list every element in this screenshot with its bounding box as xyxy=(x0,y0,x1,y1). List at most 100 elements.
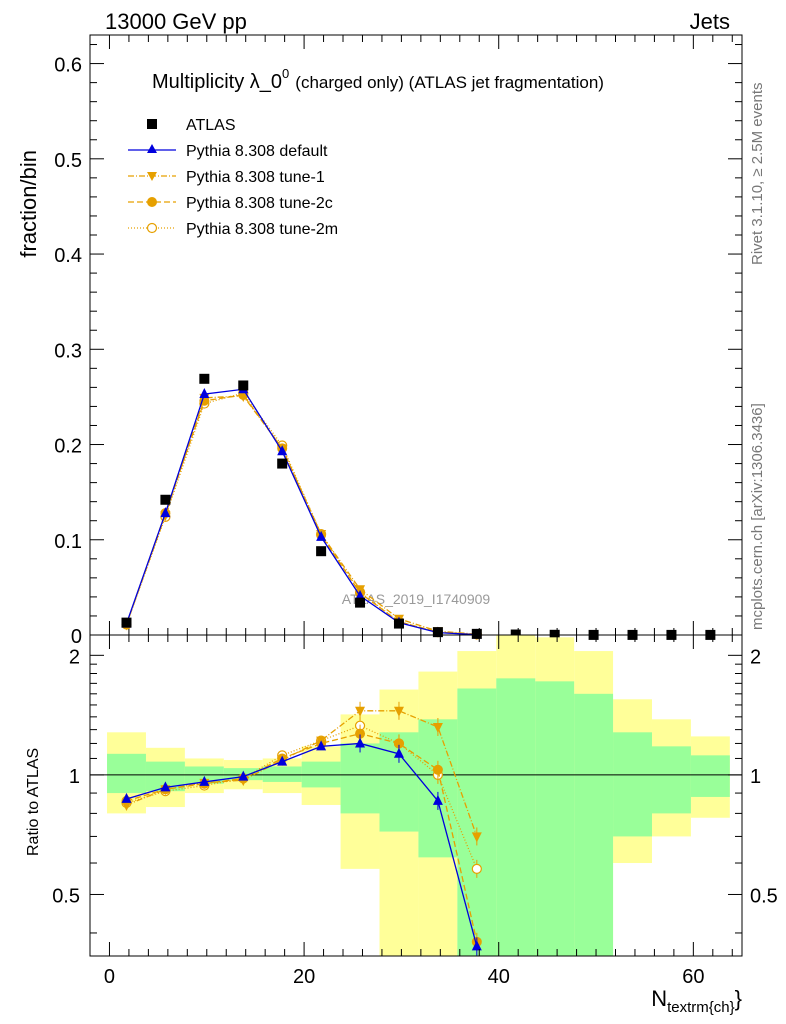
x-tick-label: 20 xyxy=(293,966,315,988)
ratio-point-tune-1 xyxy=(432,722,443,733)
ratio-line-tune-2c xyxy=(126,732,478,942)
ratio-point-tune-1 xyxy=(393,706,404,717)
ratio-y-tick-label: 1 xyxy=(69,766,80,788)
ratio-band-inner xyxy=(613,732,652,837)
ratio-series xyxy=(121,701,482,956)
header-left: 13000 GeV pp xyxy=(105,9,247,34)
legend-label-tune-2c: Pythia 8.308 tune-2c xyxy=(186,195,333,212)
ratio-point-tune-1 xyxy=(471,832,482,843)
main-point-default xyxy=(199,388,210,399)
legend-label-tune-1: Pythia 8.308 tune-1 xyxy=(186,169,325,186)
x-axis-label: Ntextrm{ch}} xyxy=(651,986,742,1016)
ratio-band-inner xyxy=(457,688,497,956)
x-tick-label: 60 xyxy=(682,966,704,988)
ratio-point-tune-1 xyxy=(355,706,366,717)
chart-title-superscript: 0 xyxy=(282,66,289,81)
ratio-point-tune-2m xyxy=(471,863,482,874)
x-axis-label-main: N xyxy=(651,986,667,1011)
ratio-band-inner xyxy=(651,746,691,814)
ratio-line-tune-2m xyxy=(126,724,478,870)
ratio-point-default xyxy=(199,775,210,786)
main-line-tune-1 xyxy=(125,395,477,635)
legend-marker-atlas xyxy=(147,119,157,129)
y-tick-label: 0.3 xyxy=(54,340,82,362)
main-axis-ticks: 0 0.1 0.2 0.3 0.4 0.5 0.6 xyxy=(54,35,742,648)
ratio-point-tune-1 xyxy=(121,800,132,811)
legend-label-default: Pythia 8.308 default xyxy=(186,143,328,160)
main-point-atlas xyxy=(316,546,327,557)
ratio-point-default xyxy=(393,747,404,758)
legend-marker-tune-2c xyxy=(147,197,157,207)
ratio-point-tune-2c xyxy=(355,728,366,739)
main-point-atlas xyxy=(393,618,404,629)
main-line-tune-2c xyxy=(125,394,477,636)
ratio-band-inner xyxy=(107,753,146,794)
legend-marker-default xyxy=(147,144,157,153)
ratio-point-default xyxy=(355,737,366,748)
x-axis-label-suffix: } xyxy=(735,986,742,1011)
ratio-band-inner xyxy=(690,755,730,797)
x-axis-label-sub: textrm{ch} xyxy=(667,999,735,1016)
y-tick-label: 0.4 xyxy=(54,245,82,267)
ratio-band-inner xyxy=(496,678,536,956)
main-point-atlas xyxy=(199,373,210,384)
main-point-atlas xyxy=(160,494,171,505)
ratio-point-default xyxy=(121,792,132,803)
legend-marker-tune-2m xyxy=(146,222,158,234)
ratio-band-inner xyxy=(340,743,380,814)
ratio-point-tune-2c xyxy=(393,738,404,749)
main-point-atlas xyxy=(277,458,288,469)
main-point-default xyxy=(355,589,366,600)
mcplots-label: mcplots.cern.ch [arXiv:1306.3436] xyxy=(749,403,766,630)
main-point-default xyxy=(160,507,171,518)
chart-title: Multiplicity λ_00 (charged only) (ATLAS j… xyxy=(152,66,604,93)
ratio-frame xyxy=(89,634,743,957)
ratio-y-tick-label-right: 2 xyxy=(750,646,761,668)
ratio-line-tune-1 xyxy=(126,710,478,837)
main-point-atlas xyxy=(121,617,132,628)
main-point-default xyxy=(277,445,288,456)
ratio-band-inner xyxy=(535,681,575,956)
ratio-point-default xyxy=(238,770,249,781)
chart-title-main: Multiplicity λ_0 xyxy=(152,71,282,93)
y-tick-label: 0.5 xyxy=(54,150,82,172)
main-point-atlas xyxy=(432,627,443,638)
y-tick-label: 0 xyxy=(71,626,82,648)
ratio-point-default xyxy=(277,755,288,766)
chart-title-suffix: (charged only) (ATLAS jet fragmentation) xyxy=(295,73,604,92)
ratio-y-tick-label: 0.5 xyxy=(52,885,80,907)
ratio-band-inner xyxy=(574,693,614,956)
header-right: Jets xyxy=(690,9,730,34)
ratio-y-axis-label: Ratio to ATLAS xyxy=(25,748,42,856)
legend-label-tune-2m: Pythia 8.308 tune-2m xyxy=(186,221,338,238)
rivet-label: Rivet 3.1.10, ≥ 2.5M events xyxy=(749,83,766,266)
legend: ATLAS Pythia 8.308 default Pythia 8.308 … xyxy=(128,117,338,238)
ratio-point-default xyxy=(160,781,171,792)
ratio-y-tick-label-right: 1 xyxy=(750,766,761,788)
ratio-point-default xyxy=(432,794,443,805)
legend-label-atlas: ATLAS xyxy=(186,117,236,134)
legend-marker-tune-1 xyxy=(147,172,157,181)
ratio-bands xyxy=(107,635,730,956)
ratio-y-tick-label: 2 xyxy=(69,646,80,668)
y-tick-label: 0.6 xyxy=(54,55,82,77)
main-point-atlas xyxy=(238,380,249,391)
y-tick-label: 0.2 xyxy=(54,436,82,458)
y-axis-label: fraction/bin xyxy=(16,150,41,258)
main-line-default xyxy=(125,388,477,636)
y-tick-label: 0.1 xyxy=(54,531,82,553)
main-point-atlas xyxy=(471,628,482,639)
ratio-point-tune-2c xyxy=(432,764,443,775)
x-tick-label: 40 xyxy=(488,966,510,988)
main-point-default xyxy=(316,530,327,541)
ratio-line-default xyxy=(126,742,478,947)
ratio-band-inner xyxy=(262,766,302,782)
ratio-y-tick-label-right: 0.5 xyxy=(750,885,778,907)
main-point-atlas xyxy=(355,597,366,608)
ratio-point-default xyxy=(471,940,482,951)
ratio-axis-ticks: 0 20 40 60 0.5 0.5 1 1 2 2 xyxy=(52,635,778,988)
main-line-tune-2m xyxy=(125,392,477,635)
x-tick-label: 0 xyxy=(104,966,115,988)
ratio-band-inner xyxy=(418,719,458,858)
